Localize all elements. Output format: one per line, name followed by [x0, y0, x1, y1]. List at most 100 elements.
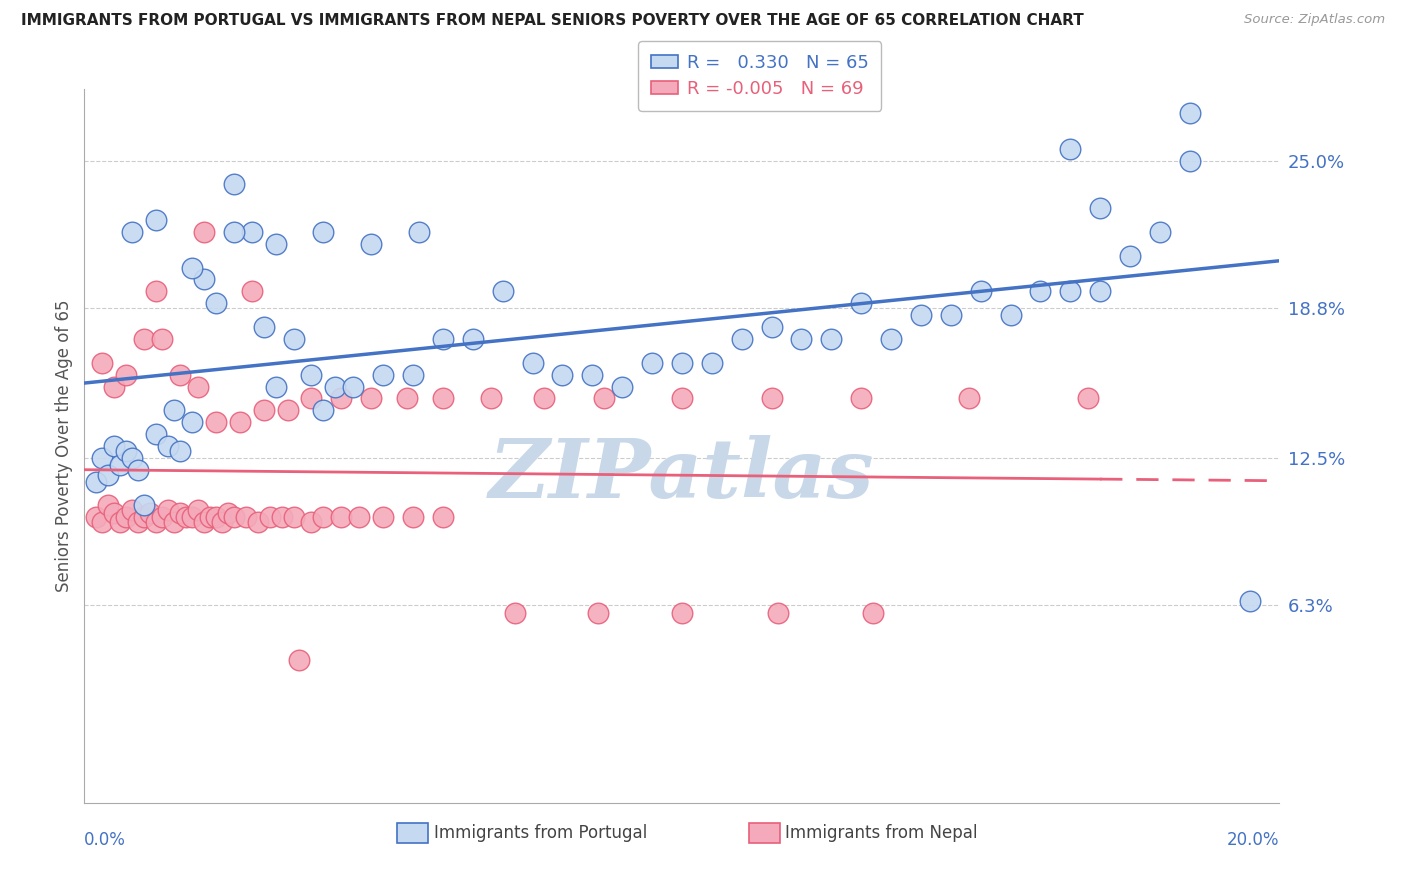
Point [264, 379, 287, 393]
Text: Immigrants from Nepal: Immigrants from Nepal [785, 824, 977, 842]
Point [1029, 285, 1052, 299]
Point [193, 225, 215, 239]
Point [1239, 593, 1261, 607]
Point [110, 515, 132, 529]
Point [163, 403, 186, 417]
Point [479, 392, 502, 406]
Point [312, 225, 335, 239]
Point [205, 296, 228, 310]
Point [169, 443, 191, 458]
Point [240, 225, 263, 239]
Point [193, 515, 215, 529]
Point [1090, 285, 1112, 299]
Point [205, 415, 228, 429]
Point [1149, 225, 1171, 239]
Point [91, 356, 114, 370]
Point [1119, 249, 1142, 263]
Point [222, 225, 245, 239]
Point [342, 379, 364, 393]
Point [503, 606, 526, 620]
Point [957, 392, 980, 406]
Point [283, 332, 305, 346]
Point [325, 379, 347, 393]
Point [115, 368, 138, 382]
Legend: R =   0.330   N = 65, R = -0.005   N = 69: R = 0.330 N = 65, R = -0.005 N = 69 [638, 41, 882, 111]
Point [181, 510, 204, 524]
Point [187, 379, 209, 393]
Point [880, 332, 903, 346]
Point [301, 515, 323, 529]
Point [641, 356, 664, 370]
Point [174, 510, 197, 524]
Point [240, 285, 263, 299]
Point [373, 510, 395, 524]
Point [169, 368, 191, 382]
Point [264, 236, 287, 251]
Point [312, 403, 335, 417]
Point [1000, 308, 1022, 322]
Point [110, 458, 132, 472]
Point [1178, 153, 1201, 168]
Point [145, 285, 167, 299]
Y-axis label: Seniors Poverty Over the Age of 65: Seniors Poverty Over the Age of 65 [55, 300, 73, 592]
Point [121, 225, 143, 239]
Point [588, 606, 610, 620]
Point [432, 332, 454, 346]
Point [283, 510, 305, 524]
Point [127, 463, 149, 477]
Point [277, 403, 299, 417]
Point [145, 427, 167, 442]
Point [1090, 201, 1112, 215]
Point [671, 392, 693, 406]
Point [330, 392, 353, 406]
Point [217, 506, 239, 520]
Point [97, 499, 120, 513]
Point [211, 515, 233, 529]
Point [851, 392, 873, 406]
Point [432, 392, 454, 406]
Point [121, 503, 143, 517]
Point [181, 260, 204, 275]
Point [121, 450, 143, 465]
Point [246, 515, 269, 529]
Text: Source: ZipAtlas.com: Source: ZipAtlas.com [1244, 13, 1385, 27]
Point [551, 368, 574, 382]
Point [731, 332, 754, 346]
Point [522, 356, 544, 370]
Text: ZIPatlas: ZIPatlas [489, 434, 875, 515]
Point [103, 379, 125, 393]
Text: 20.0%: 20.0% [1227, 831, 1279, 849]
Point [270, 510, 292, 524]
Point [132, 499, 156, 513]
Point [402, 510, 425, 524]
Point [139, 506, 162, 520]
Point [145, 515, 167, 529]
Point [1059, 285, 1081, 299]
Point [91, 450, 114, 465]
Point [259, 510, 281, 524]
Point [612, 379, 634, 393]
Text: IMMIGRANTS FROM PORTUGAL VS IMMIGRANTS FROM NEPAL SENIORS POVERTY OVER THE AGE O: IMMIGRANTS FROM PORTUGAL VS IMMIGRANTS F… [21, 13, 1084, 29]
Point [181, 415, 204, 429]
Point [373, 368, 395, 382]
Point [103, 439, 125, 453]
Point [862, 606, 884, 620]
Point [301, 392, 323, 406]
Point [671, 356, 693, 370]
Point [157, 439, 180, 453]
Point [235, 510, 257, 524]
Point [115, 443, 138, 458]
Point [222, 510, 245, 524]
Point [671, 606, 693, 620]
Point [91, 515, 114, 529]
Point [761, 320, 783, 334]
Point [193, 272, 215, 286]
Point [253, 403, 276, 417]
Point [157, 503, 180, 517]
Point [103, 506, 125, 520]
Point [222, 178, 245, 192]
Point [132, 510, 156, 524]
Point [1059, 142, 1081, 156]
Point [187, 503, 209, 517]
Point [766, 606, 789, 620]
